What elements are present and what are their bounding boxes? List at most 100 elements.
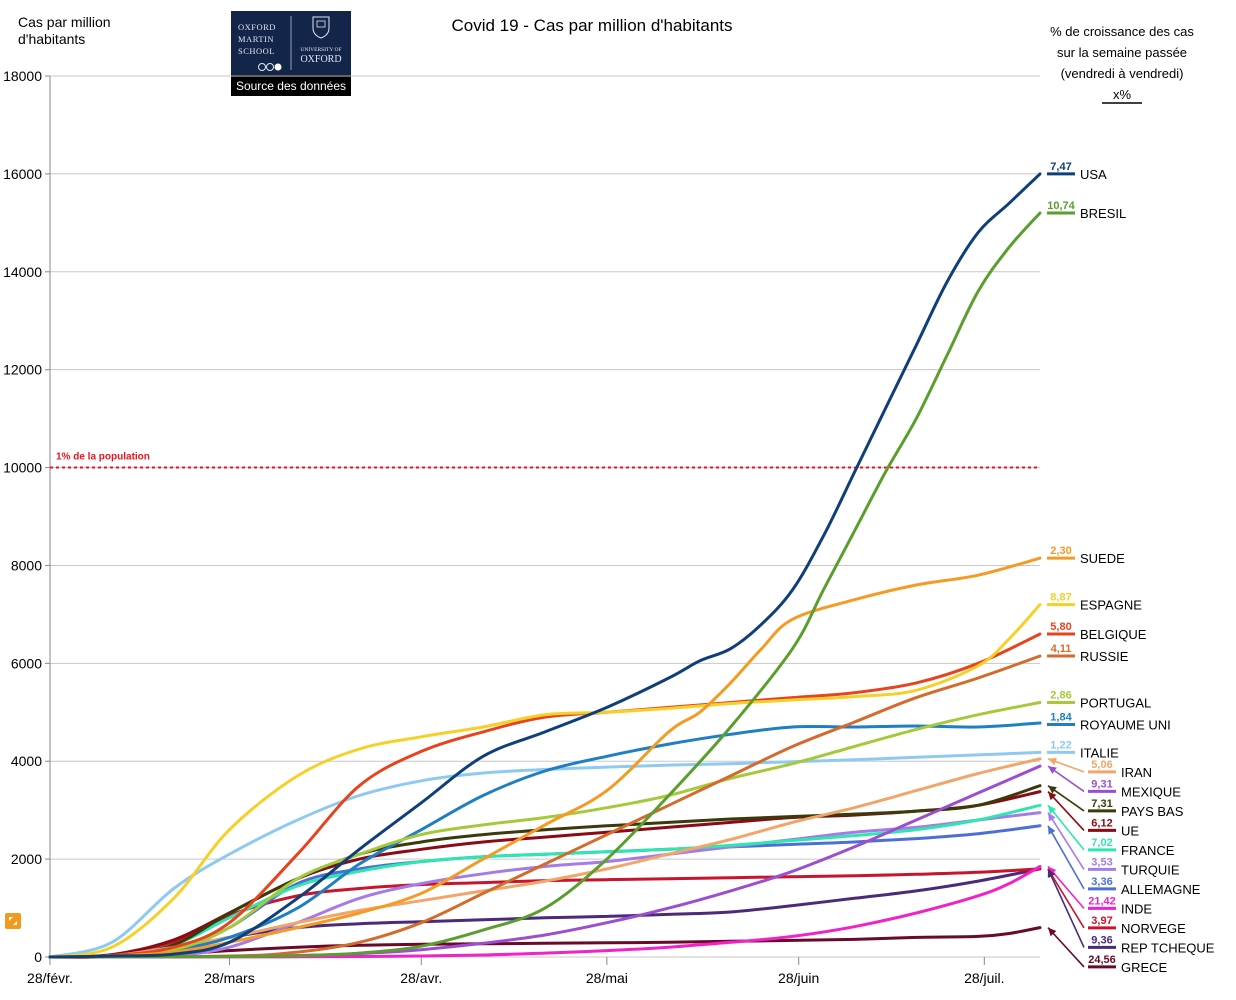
legend-label-norvege: NORVEGE	[1121, 921, 1186, 936]
series-line-portugal	[48, 701, 1042, 959]
legend-entry-grece: 24,56 GRECE	[1047, 927, 1168, 975]
legend-growth-pays-bas: 7,31	[1091, 798, 1112, 810]
x-tick-label-5: 28/juil.	[964, 970, 1004, 986]
y-tick-label-16000: 16000	[3, 166, 42, 182]
legend-arrow-grece	[1047, 927, 1085, 968]
legend-growth-allemagne: 3,36	[1091, 876, 1112, 888]
x-tick-label-0: 28/févr.	[27, 970, 73, 986]
legend-label-turquie: TURQUIE	[1121, 862, 1180, 877]
legend-label-rep-tcheque: REP TCHEQUE	[1121, 940, 1215, 955]
legend-entry-france: 7,02 FRANCE	[1047, 804, 1175, 858]
logo-line-1: OXFORD	[238, 22, 276, 32]
legend-growth-usa: 7,47	[1050, 161, 1071, 173]
y-tick-label-0: 0	[34, 949, 42, 965]
legend-arrowhead-pays-bas	[1048, 785, 1057, 794]
series-line-turquie	[48, 811, 1042, 959]
legend-growth-portugal: 2,86	[1050, 689, 1071, 701]
legend-growth-turquie: 3,53	[1091, 856, 1112, 868]
legend-entry-suede: 2,30 SUEDE	[1047, 545, 1125, 566]
series-line-belgique	[48, 632, 1042, 959]
y-tick-label-10000: 10000	[3, 460, 42, 476]
legend-entry-turquie: 3,53 TURQUIE	[1047, 812, 1180, 877]
legend-growth-ue: 6,12	[1091, 817, 1112, 829]
legend-growth-belgique: 5,80	[1050, 621, 1071, 633]
legend-entry-mexique: 9,31 MEXIQUE	[1047, 765, 1181, 799]
legend-entry-usa: 7,47 USA	[1047, 161, 1107, 182]
logo-right-line-2: OXFORD	[300, 54, 341, 65]
legend-entry-bresil: 10,74 BRESIL	[1047, 200, 1126, 221]
legend-growth-espagne: 8,87	[1050, 592, 1071, 604]
y-axis-label-line-1: Cas par million	[18, 14, 111, 30]
y-ticks: 0 2000 4000 6000 8000 10000 12000 14000 16000 180…	[3, 68, 50, 965]
legend-arrow-turquie	[1047, 812, 1085, 870]
y-axis-label-line-2: d'habitants	[18, 31, 85, 47]
x-tick-label-2: 28/avr.	[400, 970, 442, 986]
series-line-russie	[48, 654, 1042, 959]
legend-entry-italie: 1,22 ITALIE	[1047, 739, 1119, 760]
legend-header-line-2: sur la semaine passée	[1057, 45, 1187, 60]
y-tick-label-12000: 12000	[3, 362, 42, 378]
reference-line-group: 1% de la population	[50, 452, 1040, 469]
legend-label-pays-bas: PAYS BAS	[1121, 804, 1184, 819]
legend-entry-rep-tcheque: 9,36 REP TCHEQUE	[1047, 868, 1215, 955]
legend-header-line-4: x%	[1113, 87, 1132, 102]
series-line-france	[48, 803, 1042, 959]
legend-label-usa: USA	[1080, 167, 1107, 182]
series-line-usa	[48, 172, 1042, 959]
legend-arrow-france	[1047, 804, 1085, 851]
legend-entry-ue: 6,12 UE	[1047, 791, 1139, 838]
legend-label-russie: RUSSIE	[1080, 649, 1129, 664]
legend-arrow-norvege	[1047, 868, 1085, 929]
legend-label-grece: GRECE	[1121, 960, 1168, 975]
legend-growth-russie: 4,11	[1051, 643, 1072, 655]
legend-label-bresil: BRESIL	[1080, 206, 1126, 221]
legend-arrow-allemagne	[1047, 825, 1085, 890]
legend-entry-russie: 4,11 RUSSIE	[1047, 643, 1129, 664]
series-line-pays-bas	[48, 784, 1042, 959]
legend-arrowhead-rep-tcheque	[1047, 868, 1055, 878]
x-tick-label-3: 28/mai	[586, 970, 628, 986]
logo-right-line-1: UNIVERSITY OF	[300, 47, 341, 53]
legend-label-iran: IRAN	[1121, 765, 1152, 780]
legend-entry-pays-bas: 7,31 PAYS BAS	[1047, 785, 1184, 819]
legend-growth-norvege: 3,97	[1091, 915, 1112, 927]
legend-arrowhead-ue	[1048, 791, 1057, 801]
x-tick-label-4: 28/juin	[778, 970, 819, 986]
legend-arrowhead-france	[1048, 805, 1057, 815]
legend-entry-royaume-uni: 1,84 ROYAUME UNI	[1047, 711, 1171, 732]
series-line-royaume-uni	[48, 721, 1042, 959]
orange-expand-icon[interactable]	[5, 913, 21, 929]
legend-entry-allemagne: 3,36 ALLEMAGNE	[1047, 825, 1201, 897]
y-tick-label-2000: 2000	[11, 851, 42, 867]
legend-label-portugal: PORTUGAL	[1080, 695, 1151, 710]
legend-entry-espagne: 8,87 ESPAGNE	[1047, 592, 1142, 613]
legend-label-france: FRANCE	[1121, 843, 1175, 858]
legend-label-mexique: MEXIQUE	[1121, 784, 1181, 799]
legend-entry-belgique: 5,80 BELGIQUE	[1047, 621, 1147, 642]
legend-growth-france: 7,02	[1091, 837, 1112, 849]
legend-label-royaume-uni: ROYAUME UNI	[1080, 717, 1171, 732]
legend-entry-portugal: 2,86 PORTUGAL	[1047, 689, 1151, 710]
legend-growth-inde: 21,42	[1088, 895, 1116, 907]
legend-label-italie: ITALIE	[1080, 745, 1119, 760]
logo-line-3: SCHOOL	[238, 46, 275, 56]
series-line-bresil	[48, 211, 1042, 959]
legend-growth-grece: 24,56	[1088, 954, 1116, 966]
series-line-espagne	[48, 603, 1042, 959]
y-tick-label-14000: 14000	[3, 264, 42, 280]
legend-label-suede: SUEDE	[1080, 551, 1125, 566]
legend-header-line-1: % de croissance des cas	[1050, 24, 1194, 39]
series-legend: 7,47 USA 10,74 BRESIL 2,30 SUEDE 8,87 ESPAGNE 5,…	[1047, 161, 1215, 975]
legend-entry-norvege: 3,97 NORVEGE	[1047, 868, 1186, 936]
legend-entry-inde: 21,42 INDE	[1047, 865, 1152, 916]
x-ticks: 28/févr. 28/mars 28/avr. 28/mai 28/juin 28/ju…	[27, 957, 1005, 986]
reference-line-label: 1% de la population	[56, 452, 150, 463]
oxford-logo: OXFORD MARTIN SCHOOL UNIVERSITY OF OXFOR…	[231, 11, 351, 96]
legend-growth-italie: 1,22	[1050, 739, 1071, 751]
legend-label-espagne: ESPAGNE	[1080, 598, 1142, 613]
legend-label-allemagne: ALLEMAGNE	[1121, 882, 1201, 897]
legend-arrowhead-turquie	[1048, 812, 1056, 822]
legend-growth-royaume-uni: 1,84	[1050, 711, 1072, 723]
legend-header-line-3: (vendredi à vendredi)	[1061, 66, 1184, 81]
